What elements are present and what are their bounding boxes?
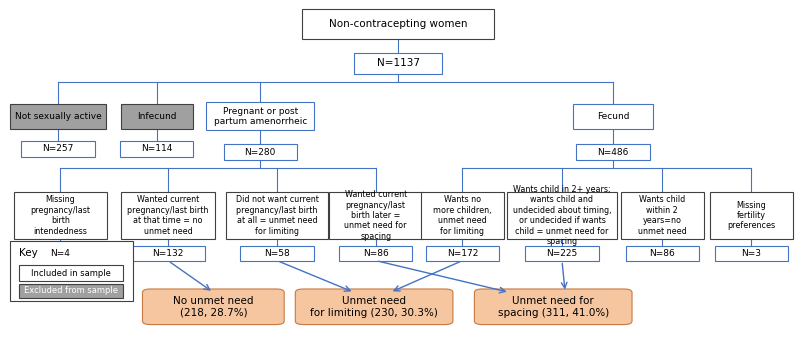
Text: N=86: N=86 bbox=[650, 249, 675, 258]
FancyBboxPatch shape bbox=[525, 246, 599, 261]
Text: Wanted current
pregnancy/last
birth later =
unmet need for
spacing: Wanted current pregnancy/last birth late… bbox=[345, 190, 407, 241]
FancyBboxPatch shape bbox=[14, 192, 107, 239]
Text: Not sexually active: Not sexually active bbox=[15, 112, 101, 121]
Text: Unmet need
for limiting (230, 30.3%): Unmet need for limiting (230, 30.3%) bbox=[310, 296, 438, 318]
FancyBboxPatch shape bbox=[576, 144, 650, 160]
FancyBboxPatch shape bbox=[474, 289, 632, 325]
Text: N=3: N=3 bbox=[741, 249, 762, 258]
FancyBboxPatch shape bbox=[715, 246, 788, 261]
Text: Wants child in 2+ years;
wants child and
undecided about timing,
or undecided if: Wants child in 2+ years; wants child and… bbox=[513, 185, 611, 246]
FancyBboxPatch shape bbox=[329, 192, 423, 239]
FancyBboxPatch shape bbox=[19, 284, 123, 298]
FancyBboxPatch shape bbox=[19, 265, 123, 281]
Text: N=172: N=172 bbox=[447, 249, 478, 258]
FancyBboxPatch shape bbox=[295, 289, 453, 325]
Text: N=58: N=58 bbox=[264, 249, 290, 258]
Text: N=280: N=280 bbox=[244, 148, 276, 157]
FancyBboxPatch shape bbox=[354, 53, 442, 74]
FancyBboxPatch shape bbox=[426, 246, 499, 261]
FancyBboxPatch shape bbox=[131, 246, 205, 261]
Text: Fecund: Fecund bbox=[597, 112, 629, 121]
FancyBboxPatch shape bbox=[573, 104, 653, 129]
Text: Unmet need for
spacing (311, 41.0%): Unmet need for spacing (311, 41.0%) bbox=[498, 296, 609, 318]
Text: Included in sample: Included in sample bbox=[31, 269, 111, 278]
FancyBboxPatch shape bbox=[121, 104, 193, 129]
Text: Non-contracepting women: Non-contracepting women bbox=[329, 19, 467, 29]
Text: No unmet need
(218, 28.7%): No unmet need (218, 28.7%) bbox=[173, 296, 254, 318]
Text: N=114: N=114 bbox=[141, 144, 173, 153]
FancyBboxPatch shape bbox=[339, 246, 412, 261]
FancyBboxPatch shape bbox=[507, 192, 617, 239]
Text: Infecund: Infecund bbox=[137, 112, 177, 121]
Text: Wanted current
pregnancy/last birth
at that time = no
unmet need: Wanted current pregnancy/last birth at t… bbox=[127, 195, 209, 236]
FancyBboxPatch shape bbox=[302, 9, 494, 39]
FancyBboxPatch shape bbox=[226, 192, 328, 239]
FancyBboxPatch shape bbox=[10, 241, 133, 301]
Text: N=1137: N=1137 bbox=[377, 58, 419, 68]
Text: Excluded from sample: Excluded from sample bbox=[24, 286, 119, 295]
Text: N=132: N=132 bbox=[152, 249, 184, 258]
FancyBboxPatch shape bbox=[224, 144, 297, 160]
FancyBboxPatch shape bbox=[240, 246, 314, 261]
FancyBboxPatch shape bbox=[24, 246, 97, 261]
Text: Wants child
within 2
years=no
unmet need: Wants child within 2 years=no unmet need bbox=[638, 195, 687, 236]
Text: N=4: N=4 bbox=[51, 249, 70, 258]
FancyBboxPatch shape bbox=[626, 246, 699, 261]
Text: N=486: N=486 bbox=[597, 148, 629, 157]
Text: Missing
fertility
preferences: Missing fertility preferences bbox=[728, 200, 775, 231]
FancyBboxPatch shape bbox=[621, 192, 704, 239]
Text: N=86: N=86 bbox=[363, 249, 388, 258]
FancyBboxPatch shape bbox=[421, 192, 504, 239]
FancyBboxPatch shape bbox=[10, 104, 106, 129]
Text: Did not want current
pregnancy/last birth
at all = unmet need
for limiting: Did not want current pregnancy/last birt… bbox=[236, 195, 318, 236]
FancyBboxPatch shape bbox=[121, 192, 215, 239]
Text: Pregnant or post
partum amenorrheic: Pregnant or post partum amenorrheic bbox=[213, 107, 307, 126]
Text: Wants no
more children,
unmet need
for limiting: Wants no more children, unmet need for l… bbox=[433, 195, 492, 236]
Text: Key: Key bbox=[19, 248, 38, 258]
FancyBboxPatch shape bbox=[21, 141, 95, 157]
Text: Missing
pregnancy/last
birth
intendedness: Missing pregnancy/last birth intendednes… bbox=[30, 195, 91, 236]
Text: N=225: N=225 bbox=[546, 249, 578, 258]
FancyBboxPatch shape bbox=[120, 141, 193, 157]
Text: N=257: N=257 bbox=[42, 144, 74, 153]
FancyBboxPatch shape bbox=[206, 102, 314, 130]
FancyBboxPatch shape bbox=[142, 289, 284, 325]
FancyBboxPatch shape bbox=[710, 192, 793, 239]
